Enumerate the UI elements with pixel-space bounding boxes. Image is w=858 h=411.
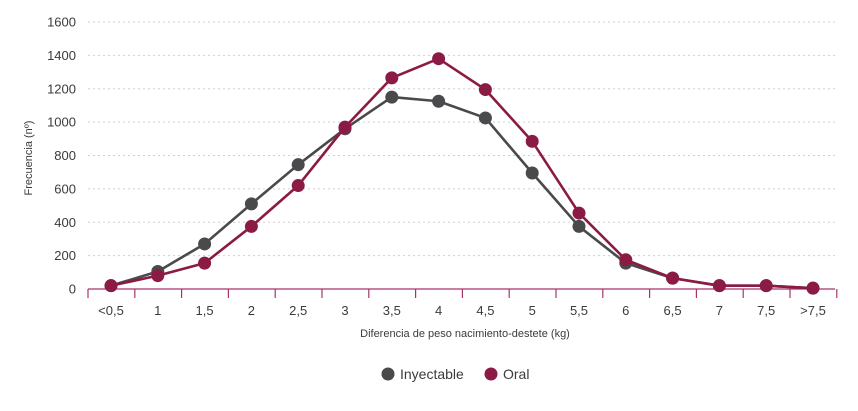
x-tick-label: 7 xyxy=(716,303,723,318)
x-tick-label: 6,5 xyxy=(664,303,682,318)
legend-label: Inyectable xyxy=(400,366,464,382)
legend-marker xyxy=(381,367,395,381)
data-point xyxy=(712,279,726,293)
data-point xyxy=(291,158,305,172)
x-tick-label: 1 xyxy=(154,303,161,318)
y-axis-title: Frecuencia (nº) xyxy=(23,121,35,196)
x-axis: <0,5 1 1,5 2 2,5 3 3,5 4 4,5 5 5,5 6 6,5 7 7,5 >7,5 xyxy=(87,288,838,318)
x-tick-label: 2 xyxy=(248,303,255,318)
x-tick-label: 4,5 xyxy=(476,303,494,318)
x-tick-label: 4 xyxy=(435,303,442,318)
data-point xyxy=(619,253,633,267)
data-point xyxy=(806,281,820,295)
data-point xyxy=(525,134,539,148)
data-point xyxy=(432,52,446,66)
data-point xyxy=(338,120,352,134)
x-tick-label: 3,5 xyxy=(383,303,401,318)
series-line xyxy=(110,95,814,290)
data-point xyxy=(666,271,680,285)
legend-label: Oral xyxy=(503,366,529,382)
data-point xyxy=(385,90,399,104)
series-oral xyxy=(104,52,820,295)
y-tick-label: 1000 xyxy=(47,115,76,130)
data-point xyxy=(198,237,212,251)
data-point xyxy=(432,94,446,108)
series-line xyxy=(110,57,814,290)
y-tick-label: 0 xyxy=(69,282,76,297)
series xyxy=(104,52,820,295)
legend-item-inyectable: Inyectable xyxy=(381,366,464,382)
data-point xyxy=(151,269,165,283)
y-axis: 0 200 400 600 800 1000 1200 1400 1600 xyxy=(47,15,76,297)
data-point xyxy=(525,166,539,180)
x-axis-title: Diferencia de peso nacimiento-destete (k… xyxy=(360,328,570,340)
y-tick-label: 400 xyxy=(54,215,76,230)
data-point xyxy=(244,219,258,233)
legend: Inyectable Oral xyxy=(381,366,529,382)
x-tick-label: 1,5 xyxy=(196,303,214,318)
x-tick-label: 5,5 xyxy=(570,303,588,318)
data-point xyxy=(478,83,492,97)
legend-item-oral: Oral xyxy=(484,366,529,382)
legend-marker xyxy=(484,367,498,381)
data-point xyxy=(244,197,258,211)
data-point xyxy=(291,179,305,193)
x-tick-label: >7,5 xyxy=(800,303,826,318)
series-inyectable xyxy=(104,90,820,295)
y-tick-label: 200 xyxy=(54,248,76,263)
data-point xyxy=(478,111,492,125)
y-tick-label: 1600 xyxy=(47,15,76,30)
y-tick-label: 1200 xyxy=(47,81,76,96)
x-tick-label: 3 xyxy=(341,303,348,318)
x-tick-label: 7,5 xyxy=(757,303,775,318)
data-point xyxy=(759,279,773,293)
gridlines xyxy=(88,21,835,257)
y-tick-label: 1400 xyxy=(47,48,76,63)
x-tick-label: 2,5 xyxy=(289,303,307,318)
data-point xyxy=(104,279,118,293)
x-tick-label: 6 xyxy=(622,303,629,318)
data-point xyxy=(572,219,586,233)
data-point xyxy=(385,71,399,85)
y-tick-label: 600 xyxy=(54,181,76,196)
y-tick-label: 800 xyxy=(54,148,76,163)
x-tick-label: <0,5 xyxy=(98,303,124,318)
x-tick-label: 5 xyxy=(529,303,536,318)
data-point xyxy=(198,256,212,270)
data-point xyxy=(572,206,586,220)
